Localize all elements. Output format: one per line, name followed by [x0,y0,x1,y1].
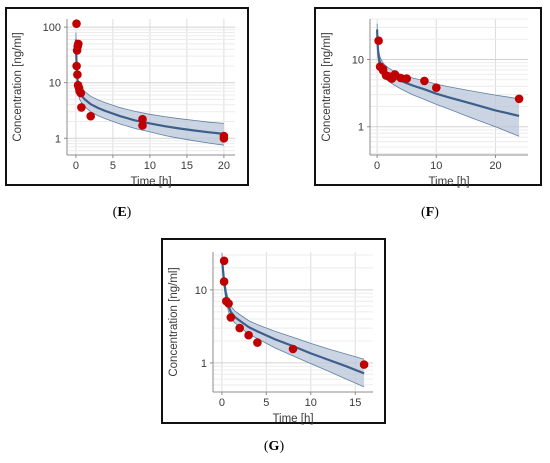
e-y-tick-label-2: 100 [43,22,61,34]
e-observed-point-10 [77,103,86,112]
e-observed-point-11 [86,111,95,121]
g-x-tick-label-0: 0 [219,397,225,409]
f-observed-point-0 [374,36,383,45]
e-observed-point-5 [73,70,82,79]
e-observed-point-13 [138,121,147,130]
g-observed-point-3 [224,299,233,308]
g-observed-point-8 [288,344,298,354]
caption-e-open: ( [112,205,118,220]
chart-panel-g: 0 5 10 15 1 10 Time [h] Concentration [ng/ml] [161,238,386,425]
caption-f: (F) [410,205,450,221]
e-observed-point-0 [72,19,81,28]
g-model-median-line [220,258,365,375]
chart-f-svg: 0 10 20 1 10 Time [h] Concentration [ng/ml] [314,7,542,188]
e-observed-point-9 [76,88,86,98]
g-observed-point-9 [359,360,369,369]
caption-f-letter: F [425,205,435,220]
g-x-tick-label-3: 15 [349,397,361,409]
g-observed-point-4 [226,313,236,322]
e-y-axis-label: Concentration [ng/ml] [12,32,24,141]
chart-e-svg: 0 5 10 15 20 1 10 100 Time [h] Concentration [ng/… [5,7,249,188]
g-y-tick-label-0: 1 [201,358,207,370]
g-x-axis-label: Time [h] [272,413,313,425]
caption-e-close: ) [126,205,132,220]
f-x-tick-label-2: 20 [489,160,501,172]
g-observed-point-5 [235,323,244,333]
f-observed-point-10 [420,76,429,86]
e-y-tick-label-0: 1 [55,133,61,145]
caption-g: (G) [254,439,294,455]
g-x-tick-label-2: 10 [305,397,317,409]
e-x-tick-label-2: 10 [144,160,156,172]
g-observed-point-0 [219,256,229,266]
f-observed-point-12 [514,94,524,104]
caption-e-letter: E [117,205,127,220]
caption-g-close: ) [279,439,285,454]
g-observed-point-1 [219,277,229,286]
caption-f-open: ( [421,205,426,220]
caption-e: (E) [102,205,142,221]
e-confidence-band [75,32,224,146]
e-x-tick-label-3: 15 [181,160,193,172]
f-y-tick-label-0: 1 [358,122,364,134]
f-x-tick-label-1: 10 [430,160,442,172]
e-observed-point-15 [219,134,229,143]
caption-g-open: ( [263,439,269,454]
g-y-axis-label: Concentration [ng/ml] [168,267,180,376]
e-x-tick-label-1: 5 [110,160,116,172]
f-observed-point-9 [402,74,411,83]
g-confidence-band [221,253,365,387]
g-observed-point-7 [253,338,262,347]
g-observed-point-6 [244,330,253,340]
g-x-tick-label-1: 5 [263,397,269,409]
f-y-tick-label-1: 10 [352,54,364,66]
e-y-tick-label-1: 10 [49,78,61,90]
e-x-axis-label: Time [h] [130,176,171,188]
e-x-tick-label-0: 0 [73,160,79,172]
f-y-axis-label: Concentration [ng/ml] [321,32,333,141]
e-observed-point-12 [138,114,147,124]
e-x-tick-label-4: 20 [218,160,230,172]
g-y-tick-label-1: 10 [195,285,207,297]
e-observed-point-3 [74,39,83,49]
f-x-axis-label: Time [h] [428,176,469,188]
f-observed-point-11 [432,83,441,92]
chart-panel-f: 0 10 20 1 10 Time [h] Concentration [ng/ml] [314,7,542,188]
caption-f-close: ) [434,205,439,220]
chart-panel-e: 0 5 10 15 20 1 10 100 Time [h] Concentration [ng/… [5,7,249,188]
e-observed-point-4 [72,61,81,71]
f-x-tick-label-0: 0 [374,160,380,172]
chart-g-svg: 0 5 10 15 1 10 Time [h] Concentration [ng/ml] [161,238,386,425]
caption-g-letter: G [268,439,280,454]
